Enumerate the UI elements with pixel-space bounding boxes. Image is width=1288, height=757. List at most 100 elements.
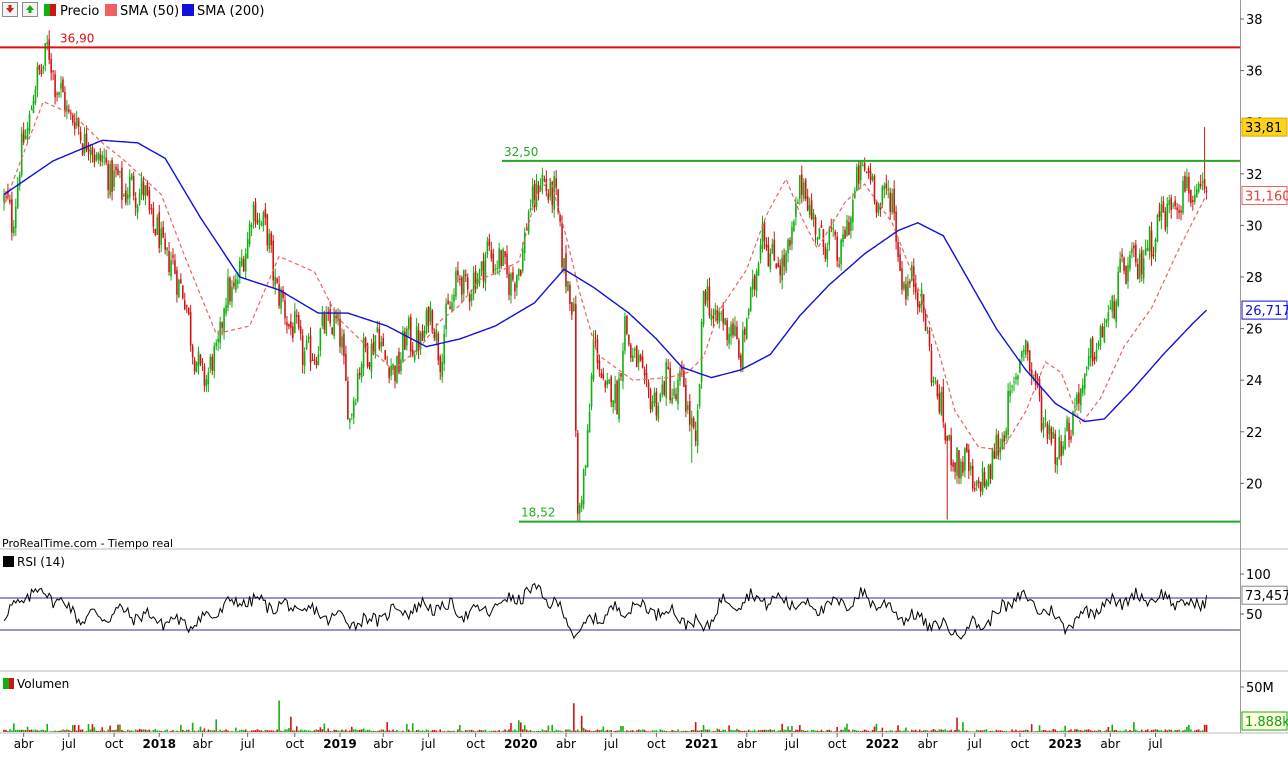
- volume-label[interactable]: Volumen: [17, 677, 69, 691]
- candle-body: [858, 165, 860, 184]
- volume-bar: [917, 731, 919, 732]
- candle-body: [671, 398, 673, 404]
- candle-body: [288, 324, 290, 327]
- volume-bar: [697, 731, 699, 732]
- volume-bar: [1133, 722, 1135, 732]
- volume-bar: [1001, 731, 1003, 732]
- volume-bar: [978, 730, 980, 732]
- volume-bar: [441, 731, 443, 732]
- volume-bar: [1023, 730, 1025, 732]
- volume-bar: [960, 731, 962, 732]
- volume-bar: [241, 730, 243, 732]
- volume-bar: [29, 730, 31, 732]
- candle-body: [715, 309, 717, 315]
- candle-body: [650, 389, 652, 409]
- volume-bar: [210, 730, 212, 732]
- candle-body: [1198, 184, 1200, 192]
- volume-bar: [1170, 730, 1172, 732]
- volume-bar: [813, 730, 815, 732]
- x-tick-label: jul: [61, 737, 76, 751]
- rsi-panel[interactable]: [0, 550, 1240, 668]
- candle-body: [227, 277, 229, 307]
- candle-body: [982, 468, 984, 492]
- volume-bar: [705, 729, 707, 732]
- volume-bar: [999, 730, 1001, 732]
- volume-bar: [569, 730, 571, 732]
- volume-bar: [432, 730, 434, 732]
- volume-bar: [526, 730, 528, 732]
- volume-bar: [180, 725, 182, 732]
- candle-body: [434, 332, 436, 338]
- rsi-label[interactable]: RSI (14): [17, 555, 65, 569]
- volume-bar: [107, 730, 109, 732]
- volume-bar: [1054, 729, 1056, 732]
- candle-body: [640, 355, 642, 360]
- candle-body: [17, 184, 19, 207]
- volume-bar: [231, 731, 233, 732]
- volume-bar: [162, 731, 164, 732]
- candle-body: [1168, 200, 1170, 205]
- candle-body: [1180, 211, 1182, 213]
- volume-bar: [685, 731, 687, 732]
- volume-bar: [876, 724, 878, 732]
- candle-body: [13, 227, 15, 233]
- candle-body: [944, 424, 946, 440]
- volume-bar: [267, 730, 269, 732]
- candle-body: [1163, 201, 1165, 212]
- candle-body: [27, 128, 29, 140]
- candle-body: [1155, 240, 1157, 253]
- candle-body: [874, 176, 876, 201]
- candle-body: [3, 194, 5, 201]
- candle-body: [119, 171, 121, 172]
- volume-bar: [884, 731, 886, 732]
- candle-body: [351, 414, 353, 415]
- legend-sma200[interactable]: SMA (200): [197, 4, 264, 19]
- candle-body: [131, 174, 133, 179]
- candle-body: [312, 360, 314, 361]
- candle-body: [237, 280, 239, 284]
- volume-bar: [447, 730, 449, 732]
- legend-sma50[interactable]: SMA (50): [120, 4, 179, 19]
- candle-body: [113, 171, 115, 187]
- candle-body: [595, 337, 597, 338]
- volume-bar: [783, 730, 785, 732]
- volume-bar: [359, 730, 361, 732]
- volume-bar: [380, 729, 382, 732]
- volume-bar: [799, 725, 801, 732]
- candle-body: [1054, 434, 1056, 464]
- price-panel[interactable]: [0, 0, 1240, 548]
- arrow-down-button[interactable]: [3, 3, 18, 17]
- volume-bar: [66, 729, 68, 732]
- arrow-up-button[interactable]: [23, 3, 38, 17]
- volume-bar: [265, 730, 267, 732]
- candle-body: [15, 207, 17, 228]
- candle-body: [1147, 248, 1149, 251]
- volume-bar: [1082, 731, 1084, 732]
- volume-panel[interactable]: [0, 672, 1240, 732]
- volume-bar: [1070, 729, 1072, 732]
- volume-bar: [587, 730, 589, 732]
- candle-body: [68, 110, 70, 112]
- volume-bar: [966, 731, 968, 732]
- volume-bar: [618, 730, 620, 732]
- volume-bar: [178, 731, 180, 732]
- volume-bar: [223, 730, 225, 732]
- candle-body: [46, 42, 48, 44]
- candle-body: [447, 301, 449, 305]
- volume-bar: [640, 730, 642, 732]
- volume-bar: [141, 729, 143, 732]
- volume-bar: [168, 731, 170, 732]
- volume-bar: [801, 730, 803, 732]
- volume-bar: [219, 730, 221, 732]
- candle-body: [162, 227, 164, 237]
- volume-bar: [805, 731, 807, 732]
- volume-bar: [99, 730, 101, 732]
- volume-bar: [1013, 731, 1015, 732]
- volume-bar: [1163, 731, 1165, 732]
- candle-body: [1009, 391, 1011, 396]
- candle-body: [834, 232, 836, 235]
- legend-price[interactable]: Precio: [60, 4, 99, 19]
- volume-bar: [298, 731, 300, 732]
